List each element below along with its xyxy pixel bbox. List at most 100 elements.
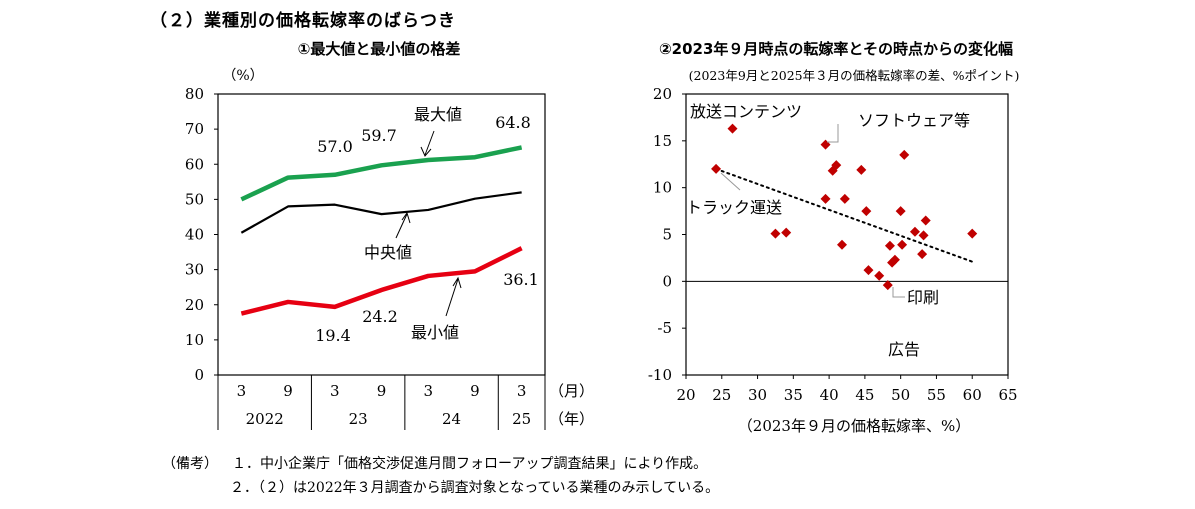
chart1-series-line xyxy=(240,246,523,316)
max-series-label: 最大値 xyxy=(414,105,462,124)
chart1-y-tick-label: 20 xyxy=(185,296,204,314)
chart1-title: ①最大値と最小値の格差 xyxy=(298,40,461,58)
chart2-x-tick-label: 65 xyxy=(998,386,1017,404)
chart2-point xyxy=(918,230,929,241)
chart2-trendline xyxy=(715,167,974,263)
chart2-x-tick-label: 35 xyxy=(784,386,803,404)
annotation-broadcast: 放送コンテンツ xyxy=(690,102,802,121)
chart2-subtitle: (2023年9月と2025年３月の価格転嫁率の差、%ポイント) xyxy=(689,68,1020,83)
chart1-axes: 0 10 20 30 40 50 60 70 80 3 9 3 9 3 9 3 2022 23 24 25 （月） （年） xyxy=(185,85,594,430)
chart2-point xyxy=(884,240,895,251)
chart2-point xyxy=(874,270,885,281)
chart1-min-data-label: 19.4 xyxy=(315,326,351,345)
min-label-arrowhead xyxy=(452,276,462,289)
chart1-max-data-label: 59.7 xyxy=(361,126,397,145)
max-label-arrowhead xyxy=(420,146,432,157)
min-label-leader xyxy=(445,278,459,317)
median-label-leader xyxy=(395,213,408,239)
chart1-month-label: 3 xyxy=(423,382,433,400)
chart1-month-unit: （月） xyxy=(549,382,594,400)
printing-leader xyxy=(892,287,905,298)
chart2-trendline-path xyxy=(715,167,974,263)
chart1-year-label: 23 xyxy=(349,410,368,428)
chart2-point xyxy=(897,239,908,250)
chart2-x-axis-label: （2023年９月の価格転嫁率、%） xyxy=(738,417,970,435)
chart1-year-unit: （年） xyxy=(549,410,594,428)
chart1-month-label: 3 xyxy=(517,382,527,400)
min-series-label: 最小値 xyxy=(411,323,459,342)
chart2-y-tick-label: -5 xyxy=(657,319,672,337)
chart1-month-label: 3 xyxy=(237,382,247,400)
chart2-y-tick-label: -10 xyxy=(648,366,672,384)
chart2-x-tick-label: 30 xyxy=(748,386,767,404)
chart2-plot-frame xyxy=(685,93,1009,376)
chart2-point xyxy=(889,254,900,265)
chart1-min-data-label: 24.2 xyxy=(362,307,398,326)
chart2-y-tick-label: 15 xyxy=(653,132,672,150)
chart2-y-tick-label: 5 xyxy=(662,226,672,244)
chart1-series-line xyxy=(240,191,522,234)
chart1-month-label: 3 xyxy=(330,382,340,400)
chart2-point xyxy=(727,123,738,134)
chart2-point xyxy=(836,239,847,250)
section-title: （２）業種別の価格転嫁率のばらつき xyxy=(150,11,456,31)
median-series-label: 中央値 xyxy=(364,243,412,262)
chart2-point xyxy=(820,139,831,150)
chart1-month-label: 9 xyxy=(283,382,293,400)
chart1-max-data-label: 64.8 xyxy=(495,113,531,132)
chart2-point xyxy=(909,226,920,237)
chart1-min-data-label: 36.1 xyxy=(503,270,539,289)
chart2-point xyxy=(839,193,850,204)
chart1-y-tick-label: 70 xyxy=(185,120,204,138)
chart2-points xyxy=(711,123,978,291)
note-1: １．中小企業庁「価格交渉促進月間フォローアップ調査結果」により作成。 xyxy=(232,456,708,472)
note-2: ２．（２）は2022年３月調査から調査対象となっている業種のみ示している。 xyxy=(230,480,720,496)
chart2-point xyxy=(967,228,978,239)
chart1-y-tick-label: 60 xyxy=(185,155,204,173)
annotation-software: ソフトウェア等 xyxy=(858,111,970,130)
chart2-point xyxy=(917,249,928,260)
chart2-y-tick-label: 20 xyxy=(653,85,672,103)
chart1-series xyxy=(240,145,523,316)
chart1-y-tick-label: 0 xyxy=(194,366,204,384)
chart1-month-label: 9 xyxy=(470,382,480,400)
chart2-x-tick-label: 25 xyxy=(712,386,731,404)
notes: （備考） １．中小企業庁「価格交渉促進月間フォローアップ調査結果」により作成。 … xyxy=(162,452,719,500)
max-label-leader xyxy=(424,130,435,156)
notes-lead: （備考） xyxy=(162,456,218,472)
chart2-point xyxy=(781,227,792,238)
chart2-point xyxy=(770,228,781,239)
chart2-point xyxy=(831,160,842,171)
chart2-axes: -10 -5 0 5 10 15 20 20 25 30 35 40 45 50 55 60 65 xyxy=(648,85,1018,404)
chart1-y-unit: （%） xyxy=(222,68,263,84)
chart2-x-tick-label: 20 xyxy=(676,386,695,404)
trucking-leader xyxy=(720,172,741,191)
chart1-y-tick-label: 80 xyxy=(185,85,204,103)
chart2-x-tick-label: 60 xyxy=(963,386,982,404)
annotation-trucking: トラック運送 xyxy=(686,198,782,217)
chart1-year-label: 24 xyxy=(442,410,461,428)
chart1-month-label: 9 xyxy=(377,382,387,400)
chart2-point xyxy=(711,163,722,174)
chart2-point xyxy=(861,206,872,217)
chart1-y-tick-label: 10 xyxy=(185,331,204,349)
chart1-y-tick-label: 50 xyxy=(185,190,204,208)
chart2-x-tick-label: 50 xyxy=(891,386,910,404)
chart1-data-labels: 57.0 59.7 64.8 19.4 24.2 36.1 xyxy=(315,113,539,345)
annotation-printing: 印刷 xyxy=(907,288,939,307)
chart2-x-tick-label: 45 xyxy=(855,386,874,404)
chart2-point xyxy=(820,193,831,204)
chart2-point xyxy=(920,215,931,226)
chart2-y-tick-label: 0 xyxy=(662,272,672,290)
chart1-max-data-label: 57.0 xyxy=(317,137,353,156)
chart2-point xyxy=(882,280,893,291)
chart1-series-line xyxy=(240,145,523,202)
chart2-point xyxy=(856,164,867,175)
chart2-x-tick-label: 55 xyxy=(927,386,946,404)
chart2-title: ②2023年９月時点の転嫁率とその時点からの変化幅 xyxy=(659,40,1013,58)
chart1-y-tick-label: 40 xyxy=(185,226,204,244)
chart1-year-label: 2022 xyxy=(246,410,284,428)
chart2-y-tick-label: 10 xyxy=(653,179,672,197)
chart1-year-label: 25 xyxy=(512,410,531,428)
